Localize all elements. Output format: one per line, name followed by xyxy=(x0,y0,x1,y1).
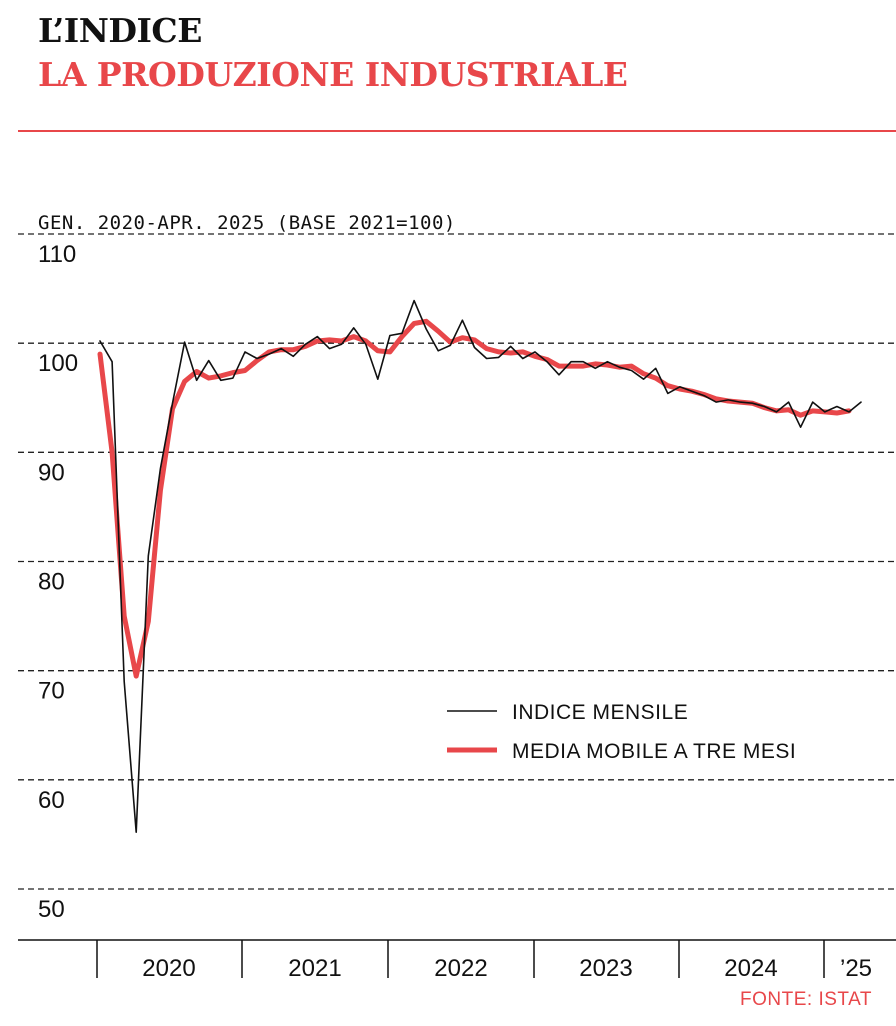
x-tick-label: 2022 xyxy=(434,955,487,982)
x-axis: 2020 2021 2022 2023 2024 ’25 xyxy=(18,939,896,982)
legend-label: INDICE MENSILE xyxy=(512,701,688,724)
series-media-mobile xyxy=(97,318,852,679)
y-tick-label: 60 xyxy=(38,787,65,814)
chart-subtitle: LA PRODUZIONE INDUSTRIALE xyxy=(38,55,628,94)
y-axis-caption: GEN. 2020-APR. 2025 (BASE 2021=100) xyxy=(38,212,456,234)
x-tick-label: 2023 xyxy=(579,955,632,982)
x-tick-label: 2020 xyxy=(142,955,195,982)
y-tick-label: 100 xyxy=(38,350,78,377)
y-tick-label: 80 xyxy=(38,569,65,596)
series-indice-mensile xyxy=(99,299,862,834)
y-tick-label: 110 xyxy=(38,241,76,268)
y-tick-labels: 110 100 90 80 70 60 50 xyxy=(38,241,78,923)
y-tick-label: 70 xyxy=(38,678,65,705)
source-note: FONTE: ISTAT xyxy=(740,989,872,1010)
header-rule xyxy=(18,130,896,132)
y-tick-label: 90 xyxy=(38,459,65,486)
legend: INDICE MENSILE MEDIA MOBILE A TRE MESI xyxy=(447,701,796,763)
x-tick-label: 2021 xyxy=(288,955,341,982)
x-tick-label: ’25 xyxy=(840,955,872,982)
legend-label: MEDIA MOBILE A TRE MESI xyxy=(512,740,796,763)
chart-title: L’INDICE xyxy=(38,11,202,50)
series-lines xyxy=(97,299,862,834)
gridlines xyxy=(18,233,896,890)
x-tick-label: 2024 xyxy=(724,955,777,982)
y-tick-label: 50 xyxy=(38,896,65,923)
